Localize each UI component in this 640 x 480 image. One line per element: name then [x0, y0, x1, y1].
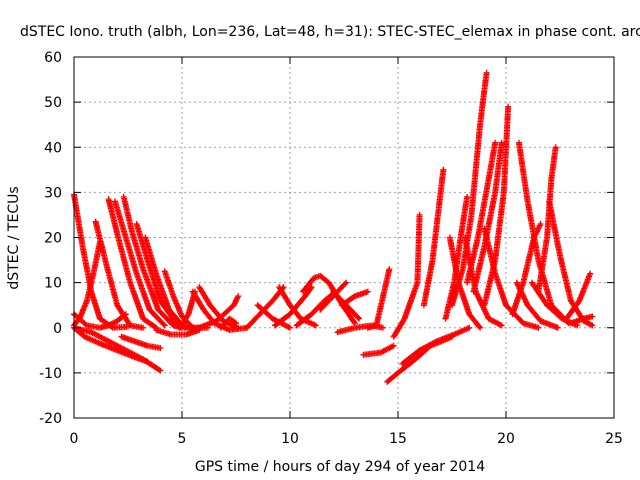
arc-38 — [449, 69, 490, 309]
arc-markers — [390, 211, 423, 340]
arc-49 — [563, 270, 594, 322]
arc-markers — [442, 193, 471, 322]
arc-markers — [196, 293, 242, 331]
arc-markers — [481, 103, 512, 309]
arc-33 — [399, 324, 473, 367]
arc-markers — [112, 198, 168, 329]
arc-5 — [92, 218, 147, 331]
chart-title: dSTEC Iono. truth (albh, Lon=236, Lat=48… — [20, 24, 640, 40]
y-tick-label: 30 — [44, 185, 62, 201]
y-tick-label: 60 — [44, 50, 62, 66]
y-tick-label: -20 — [39, 411, 62, 427]
arc-markers — [449, 69, 490, 309]
x-tick-label: 5 — [178, 431, 187, 447]
arc-8 — [120, 193, 185, 331]
x-tick-label: 0 — [70, 431, 79, 447]
arc-34 — [420, 166, 447, 309]
y-tick-label: 10 — [44, 276, 62, 292]
arc-29 — [364, 266, 393, 331]
arc-markers — [464, 139, 499, 286]
y-tick-label: 50 — [44, 95, 62, 111]
arc-markers — [364, 266, 393, 331]
arc-36 — [442, 193, 471, 322]
x-tick-label: 20 — [497, 431, 515, 447]
arc-markers — [420, 166, 447, 309]
arc-markers — [399, 324, 473, 367]
arc-39 — [464, 139, 499, 286]
arc-markers — [509, 221, 544, 318]
x-tick-label: 15 — [389, 431, 407, 447]
y-tick-label: -10 — [39, 366, 62, 382]
arc-45 — [509, 221, 544, 318]
series-dstec — [71, 69, 596, 385]
arc-42 — [481, 103, 512, 309]
arc-markers — [567, 313, 596, 327]
arc-27 — [338, 288, 371, 309]
arc-markers — [153, 327, 203, 338]
arc-31 — [390, 211, 423, 340]
arc-13 — [153, 327, 203, 338]
arc-30 — [360, 342, 397, 358]
ticks — [73, 56, 615, 419]
tick-labels: 0 5 10 15 20 25 -20 -10 0 10 20 30 40 50 60 — [39, 50, 623, 447]
x-tick-label: 25 — [605, 431, 623, 447]
arc-18 — [217, 315, 239, 331]
arc-markers — [338, 288, 371, 309]
arc-markers — [217, 315, 239, 331]
y-tick-label: 40 — [44, 140, 62, 156]
arc-markers — [360, 342, 397, 358]
y-axis-label: dSTEC / TECUs — [6, 186, 22, 289]
arc-markers — [118, 333, 164, 352]
arc-50 — [567, 313, 596, 327]
x-tick-label: 10 — [281, 431, 299, 447]
x-axis-label: GPS time / hours of day 294 of year 2014 — [195, 459, 485, 475]
y-tick-label: 20 — [44, 231, 62, 247]
arc-markers — [142, 234, 203, 331]
arc-markers — [563, 270, 594, 322]
arc-7 — [112, 198, 168, 329]
arc-11 — [118, 333, 164, 352]
arc-markers — [105, 196, 160, 331]
arc-markers — [120, 193, 185, 331]
arc-17 — [196, 293, 242, 331]
arc-6 — [105, 196, 160, 331]
arc-10 — [142, 234, 203, 331]
y-tick-label: 0 — [53, 321, 62, 337]
arc-markers — [92, 218, 147, 331]
